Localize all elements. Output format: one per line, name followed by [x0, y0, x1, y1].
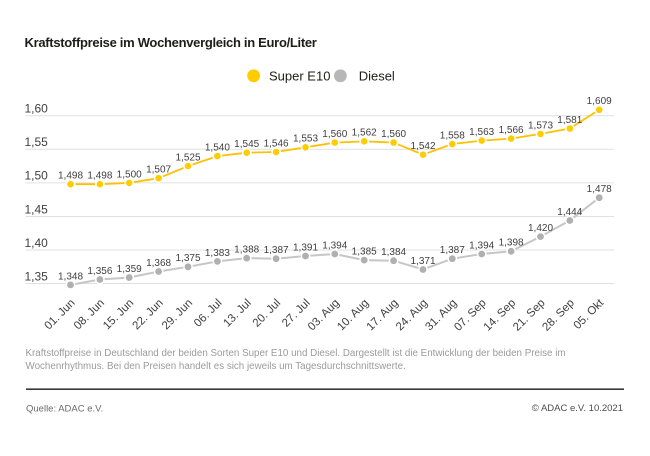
svg-text:1,60: 1,60 [25, 102, 49, 116]
svg-text:1,566: 1,566 [499, 125, 524, 136]
svg-text:1,507: 1,507 [146, 165, 171, 176]
svg-text:1,384: 1,384 [381, 247, 406, 258]
svg-text:1,553: 1,553 [293, 134, 318, 145]
svg-text:1,560: 1,560 [322, 129, 347, 140]
svg-text:1,560: 1,560 [381, 129, 406, 140]
svg-text:1,563: 1,563 [469, 127, 494, 138]
svg-text:1,371: 1,371 [410, 256, 435, 267]
svg-text:1,498: 1,498 [87, 171, 112, 182]
svg-text:Kraftstoffpreise in Deutschlan: Kraftstoffpreise in Deutschland der beid… [26, 348, 566, 359]
svg-text:Quelle: ADAC e.V.: Quelle: ADAC e.V. [26, 404, 103, 415]
svg-text:1,50: 1,50 [25, 169, 49, 183]
svg-text:1,444: 1,444 [557, 207, 582, 218]
svg-text:1,356: 1,356 [87, 266, 112, 277]
svg-text:1,383: 1,383 [205, 248, 230, 259]
svg-text:1,375: 1,375 [175, 253, 200, 264]
svg-text:1,388: 1,388 [234, 245, 259, 256]
svg-text:1,394: 1,394 [322, 240, 347, 251]
svg-text:1,35: 1,35 [25, 269, 49, 283]
svg-text:1,500: 1,500 [117, 169, 142, 180]
svg-text:1,45: 1,45 [25, 202, 49, 216]
svg-text:1,558: 1,558 [440, 130, 465, 141]
svg-text:1,359: 1,359 [117, 264, 142, 275]
svg-text:1,609: 1,609 [587, 96, 612, 107]
svg-text:1,368: 1,368 [146, 258, 171, 269]
svg-text:1,398: 1,398 [499, 238, 524, 249]
svg-text:© ADAC e.V. 10.2021: © ADAC e.V. 10.2021 [532, 403, 623, 414]
svg-text:1,542: 1,542 [410, 141, 435, 152]
svg-text:1,478: 1,478 [587, 184, 612, 195]
svg-text:1,420: 1,420 [528, 223, 553, 234]
svg-text:Wochenrhythmus. Bei den Preise: Wochenrhythmus. Bei den Preisen handelt … [26, 361, 406, 372]
svg-text:1,55: 1,55 [25, 135, 49, 149]
svg-text:Diesel: Diesel [359, 69, 395, 84]
svg-text:1,391: 1,391 [293, 242, 318, 253]
svg-text:1,348: 1,348 [58, 271, 83, 282]
svg-text:1,573: 1,573 [528, 120, 553, 131]
svg-text:1,540: 1,540 [205, 143, 230, 154]
svg-text:1,498: 1,498 [58, 171, 83, 182]
svg-text:1,385: 1,385 [352, 247, 377, 258]
svg-text:1,394: 1,394 [469, 240, 494, 251]
svg-text:1,546: 1,546 [264, 138, 289, 149]
svg-text:1,525: 1,525 [175, 153, 200, 164]
svg-text:1,40: 1,40 [25, 236, 49, 250]
svg-text:1,581: 1,581 [557, 115, 582, 126]
svg-text:Super E10: Super E10 [269, 69, 330, 84]
svg-text:Kraftstoffpreise im Wochenverg: Kraftstoffpreise im Wochenvergleich in E… [25, 35, 317, 50]
svg-text:1,545: 1,545 [234, 139, 259, 150]
svg-text:1,387: 1,387 [264, 245, 289, 256]
svg-text:1,562: 1,562 [352, 128, 377, 139]
svg-text:1,387: 1,387 [440, 245, 465, 256]
